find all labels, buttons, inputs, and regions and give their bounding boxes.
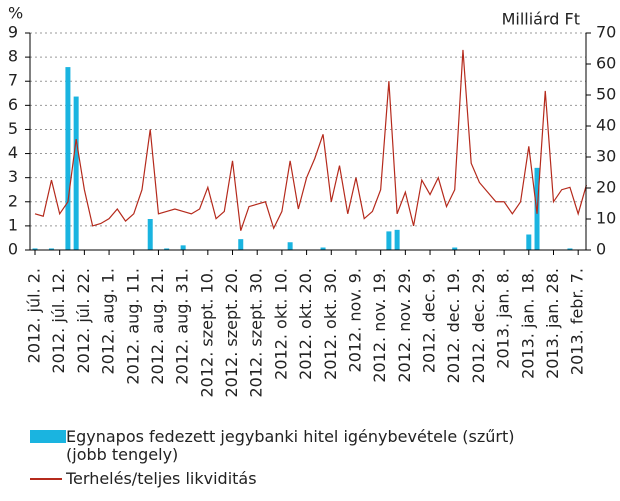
x-tick-label: 2012. júl. 2. — [25, 268, 44, 363]
x-tick-label: 2012. okt. 30. — [321, 268, 340, 380]
legend-item: Egynapos fedezett jegybanki hitel igényb… — [66, 428, 515, 464]
y2-tick-label: 60 — [596, 54, 616, 73]
legend-swatch — [30, 430, 66, 443]
bar — [238, 239, 244, 250]
bar — [164, 248, 170, 250]
bar — [147, 219, 153, 250]
y2-tick-label: 50 — [596, 85, 616, 104]
x-tick-label: 2012. nov. 29. — [395, 268, 414, 383]
bar — [386, 231, 392, 250]
y2-tick-label: 30 — [596, 147, 616, 166]
y2-axis-label: Milliárd Ft — [502, 10, 580, 29]
y-tick-label: 9 — [8, 23, 18, 42]
y-tick-label: 3 — [8, 167, 18, 186]
bar — [65, 67, 71, 250]
x-tick-label: 2012. okt. 10. — [271, 268, 290, 380]
y-tick-label: 6 — [8, 95, 18, 114]
x-tick-label: 2012. júl. 12. — [49, 268, 68, 374]
x-tick-label: 2013. febr. 7. — [568, 268, 587, 375]
bar — [526, 234, 532, 250]
y-tick-label: 1 — [8, 215, 18, 234]
x-tick-label: 2012. szept. 10. — [197, 268, 216, 398]
y2-tick-label: 20 — [596, 178, 616, 197]
x-tick-label: 2012. júl. 22. — [74, 268, 93, 374]
x-tick-label: 2012. dec. 19. — [444, 268, 463, 383]
y-tick-label: 5 — [8, 119, 18, 138]
legend-label: Terhelés/teljes likviditás — [66, 470, 257, 488]
x-tick-label: 2013. jan. 28. — [543, 268, 562, 379]
bar — [320, 247, 326, 250]
y2-tick-label: 40 — [596, 116, 616, 135]
x-tick-label: 2012. dec. 29. — [469, 268, 488, 383]
bar — [394, 229, 400, 250]
x-tick-label: 2012. aug. 31. — [173, 268, 192, 385]
bar — [567, 248, 573, 250]
x-tick-label: 2012. aug. 21. — [148, 268, 167, 385]
x-tick-label: 2012. nov. 9. — [345, 268, 364, 372]
bar — [32, 248, 38, 250]
line — [34, 49, 587, 231]
legend-label: Egynapos fedezett jegybanki hitel igényb… — [66, 428, 515, 464]
x-tick-label: 2012. szept. 20. — [222, 268, 241, 398]
x-tick-label: 2012. szept. 30. — [247, 268, 266, 398]
legend-item: Terhelés/teljes likviditás — [66, 470, 257, 488]
y-tick-label: 7 — [8, 71, 18, 90]
y-tick-label: 2 — [8, 191, 18, 210]
bar — [452, 247, 458, 250]
y-tick-label: 4 — [8, 143, 18, 162]
y2-tick-label: 10 — [596, 209, 616, 228]
y2-tick-label: 70 — [596, 23, 616, 42]
x-tick-label: 2012. aug. 11. — [123, 268, 142, 385]
y-tick-label: 8 — [8, 47, 18, 66]
x-tick-label: 2013. jan. 18. — [518, 268, 537, 379]
bar — [73, 96, 79, 250]
y2-tick-label: 0 — [596, 240, 606, 259]
x-tick-label: 2012. nov. 19. — [370, 268, 389, 383]
bar — [180, 245, 186, 250]
x-tick-label: 2012. dec. 9. — [420, 268, 439, 373]
x-tick-label: 2012. okt. 20. — [296, 268, 315, 380]
x-tick-label: 2012. aug. 1. — [99, 268, 118, 374]
bar — [287, 242, 293, 250]
y-tick-label: 0 — [8, 240, 18, 259]
x-tick-label: 2013. jan. 8. — [494, 268, 513, 369]
bar — [48, 248, 54, 250]
y-axis-label: % — [8, 4, 23, 23]
